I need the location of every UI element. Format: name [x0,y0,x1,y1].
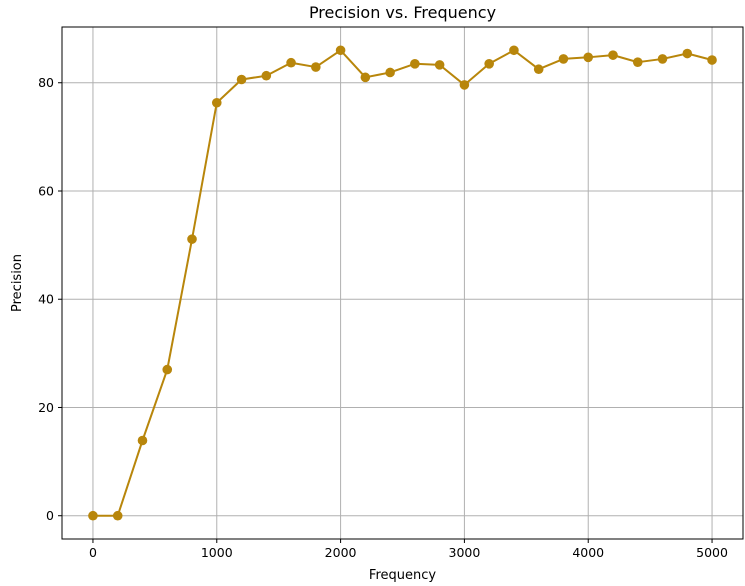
data-point [707,55,717,65]
data-point [558,54,569,64]
data-point [187,234,197,244]
data-point [360,72,371,83]
x-tick-label: 1000 [201,545,233,560]
data-point [335,45,346,56]
data-point [311,62,321,72]
y-tick-label: 60 [38,183,54,198]
data-point [88,510,98,521]
data-point [583,52,594,63]
x-tick-label: 2000 [325,545,357,560]
data-point [137,435,148,446]
data-point [410,59,420,69]
data-point [657,54,668,64]
x-tick-label: 0 [89,545,97,560]
x-axis-label: Frequency [369,568,436,582]
y-tick-label: 40 [38,292,54,307]
grid-layer [62,27,743,539]
data-point [533,64,544,75]
y-tick-label: 80 [38,75,54,90]
data-point [286,57,296,68]
data-point [112,510,123,521]
data-point [261,70,272,81]
data-point [484,59,494,69]
ticks-layer: 0 1000 2000 3000 4000 5000 0 20 40 60 80 [38,75,728,560]
x-tick-label: 3000 [449,545,481,560]
y-tick-label: 20 [38,400,54,415]
data-point [682,48,693,59]
y-axis-label: Precision [10,254,25,312]
y-tick-label: 0 [46,508,54,523]
data-point [385,67,395,78]
x-tick-label: 4000 [572,545,604,560]
data-point [236,74,247,85]
axes-frame [61,26,744,540]
data-point [608,50,618,60]
chart-title: Precision vs. Frequency [309,3,496,22]
data-point [211,97,222,108]
data-point [509,45,519,56]
data-point [434,60,445,70]
series-layer [88,45,717,521]
data-point [632,57,643,67]
x-tick-label: 5000 [696,545,728,560]
data-point [162,364,173,375]
data-point [459,80,470,90]
